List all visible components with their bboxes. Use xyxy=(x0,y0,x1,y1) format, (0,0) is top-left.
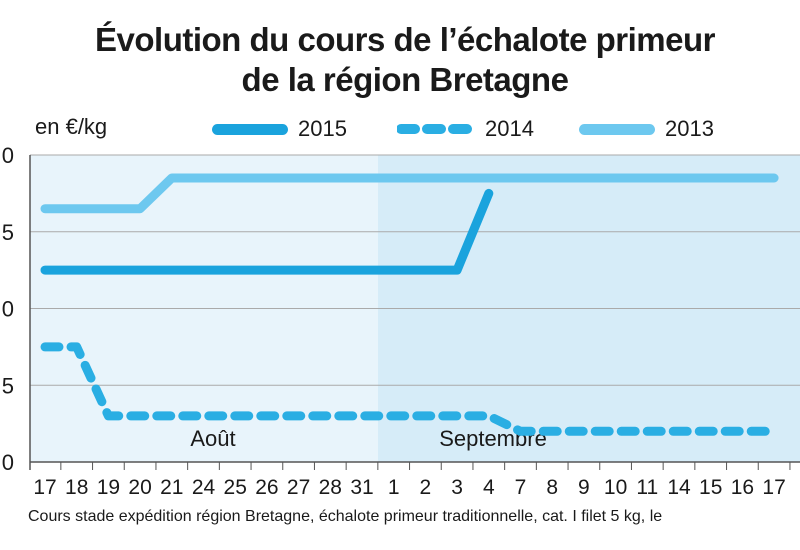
x-tick-label: 8 xyxy=(546,476,558,499)
x-tick-label: 20 xyxy=(128,476,151,499)
x-tick-label: 18 xyxy=(65,476,88,499)
x-tick-label: 25 xyxy=(224,476,247,499)
unit-label: en €/kg xyxy=(35,114,108,139)
series-line-2015 xyxy=(40,188,494,275)
legend-swatch-2014 xyxy=(397,124,477,134)
legend-swatch-2013 xyxy=(579,123,655,135)
legend-item-2013: 2013 xyxy=(579,114,714,144)
x-tick-label: 24 xyxy=(192,476,216,499)
x-tick-label: 16 xyxy=(731,476,754,499)
x-tick-label: 10 xyxy=(604,476,627,499)
y-tick-label: 5 xyxy=(2,373,14,398)
x-tick-label: 15 xyxy=(699,476,722,499)
legend-label-2015: 2015 xyxy=(298,116,347,141)
x-tick-label: 17 xyxy=(762,476,785,499)
y-tick-label: 0 xyxy=(2,143,14,168)
x-tick-label: 4 xyxy=(483,476,495,499)
x-tick-label: 28 xyxy=(319,476,342,499)
legend-item-2015: 2015 xyxy=(212,114,347,144)
legend-label-2014: 2014 xyxy=(485,116,534,141)
x-tick-label: 19 xyxy=(97,476,120,499)
legend-label-2013: 2013 xyxy=(665,116,714,141)
x-tick-label: 17 xyxy=(33,476,56,499)
x-tick-label: 21 xyxy=(160,476,183,499)
x-tick-label: 1 xyxy=(388,476,400,499)
month-label: Août xyxy=(190,426,235,451)
chart-title-line-2: de la région Bretagne xyxy=(241,61,569,98)
y-tick-label: 5 xyxy=(2,220,14,245)
y-tick-label: 0 xyxy=(2,297,14,322)
x-tick-label: 31 xyxy=(350,476,373,499)
chart-title: Évolution du cours de l’échalote primeur… xyxy=(0,20,800,100)
x-tick-label: 3 xyxy=(451,476,463,499)
y-tick-label: 0 xyxy=(2,450,14,475)
x-tick-label: 26 xyxy=(255,476,278,499)
x-tick-label: 2 xyxy=(420,476,432,499)
series-line-2014 xyxy=(40,342,779,436)
x-tick-label: 14 xyxy=(667,476,691,499)
x-tick-label: 7 xyxy=(515,476,527,499)
series-line-2013 xyxy=(40,173,779,214)
x-tick-label: 27 xyxy=(287,476,310,499)
footnote: Cours stade expédition région Bretagne, … xyxy=(28,508,663,525)
chart-title-line-1: Évolution du cours de l’échalote primeur xyxy=(95,21,715,58)
legend-item-2014: 2014 xyxy=(397,114,534,144)
x-tick-label: 9 xyxy=(578,476,590,499)
legend-swatch-2015 xyxy=(212,123,288,135)
x-tick-label: 11 xyxy=(636,476,658,499)
